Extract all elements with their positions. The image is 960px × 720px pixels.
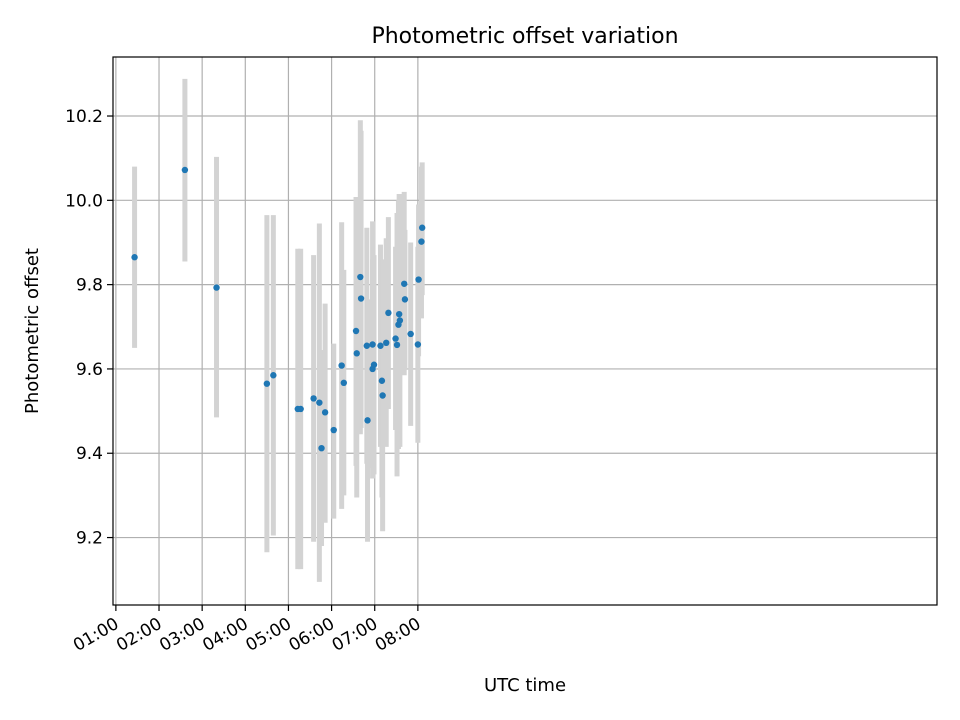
data-point (181, 166, 189, 174)
data-point (340, 379, 348, 387)
data-point (407, 330, 414, 338)
data-point (385, 309, 392, 317)
data-point (357, 295, 365, 302)
data-point (318, 444, 325, 452)
data-point (353, 350, 360, 357)
data-point (131, 254, 138, 261)
x-axis-label: UTC time (484, 675, 566, 696)
data-point (370, 361, 378, 368)
data-point (363, 342, 371, 349)
y-tick-label: 9.8 (76, 276, 103, 296)
y-tick-label: 9.2 (76, 529, 103, 549)
y-tick-label: 9.4 (76, 444, 103, 464)
data-point (352, 327, 360, 335)
y-tick-label: 10.0 (65, 191, 103, 211)
data-point (263, 380, 271, 387)
data-point (316, 399, 323, 406)
x-tick-label: 05:00 (243, 614, 295, 656)
data-point (396, 317, 404, 324)
data-point (321, 409, 329, 416)
data-point (357, 273, 364, 281)
data-point (418, 238, 425, 245)
x-tick-label: 08:00 (372, 614, 424, 656)
data-point (401, 280, 408, 287)
x-tick-label: 01:00 (70, 614, 122, 656)
data-point (393, 341, 401, 349)
data-point (297, 405, 304, 413)
grid-lines (113, 57, 937, 605)
data-point (414, 341, 422, 348)
chart-title: Photometric offset variation (371, 24, 678, 49)
data-point (401, 296, 409, 303)
data-point (383, 339, 390, 347)
data-point (378, 377, 386, 384)
data-point (377, 342, 384, 349)
x-tick-label: 07:00 (329, 614, 381, 656)
data-point (330, 426, 337, 434)
y-tick-label: 10.2 (65, 107, 103, 127)
error-bars (132, 78, 425, 582)
y-axis-label: Photometric offset (22, 248, 43, 414)
data-point (338, 362, 345, 369)
data-point (369, 341, 376, 348)
data-point (395, 310, 403, 318)
data-point (392, 335, 399, 342)
x-tick-label: 03:00 (156, 614, 208, 656)
data-point (415, 276, 422, 283)
data-point (310, 395, 317, 402)
x-tick-label: 02:00 (113, 614, 165, 656)
data-point (213, 284, 220, 291)
x-tick-label: 04:00 (199, 614, 251, 656)
data-point (364, 417, 371, 424)
data-points (131, 166, 426, 452)
x-tick-label: 06:00 (286, 614, 338, 656)
data-point (379, 392, 386, 399)
data-point (418, 224, 426, 231)
y-tick-label: 9.6 (76, 360, 103, 380)
plot-frame (112, 56, 938, 606)
data-point (270, 372, 277, 379)
